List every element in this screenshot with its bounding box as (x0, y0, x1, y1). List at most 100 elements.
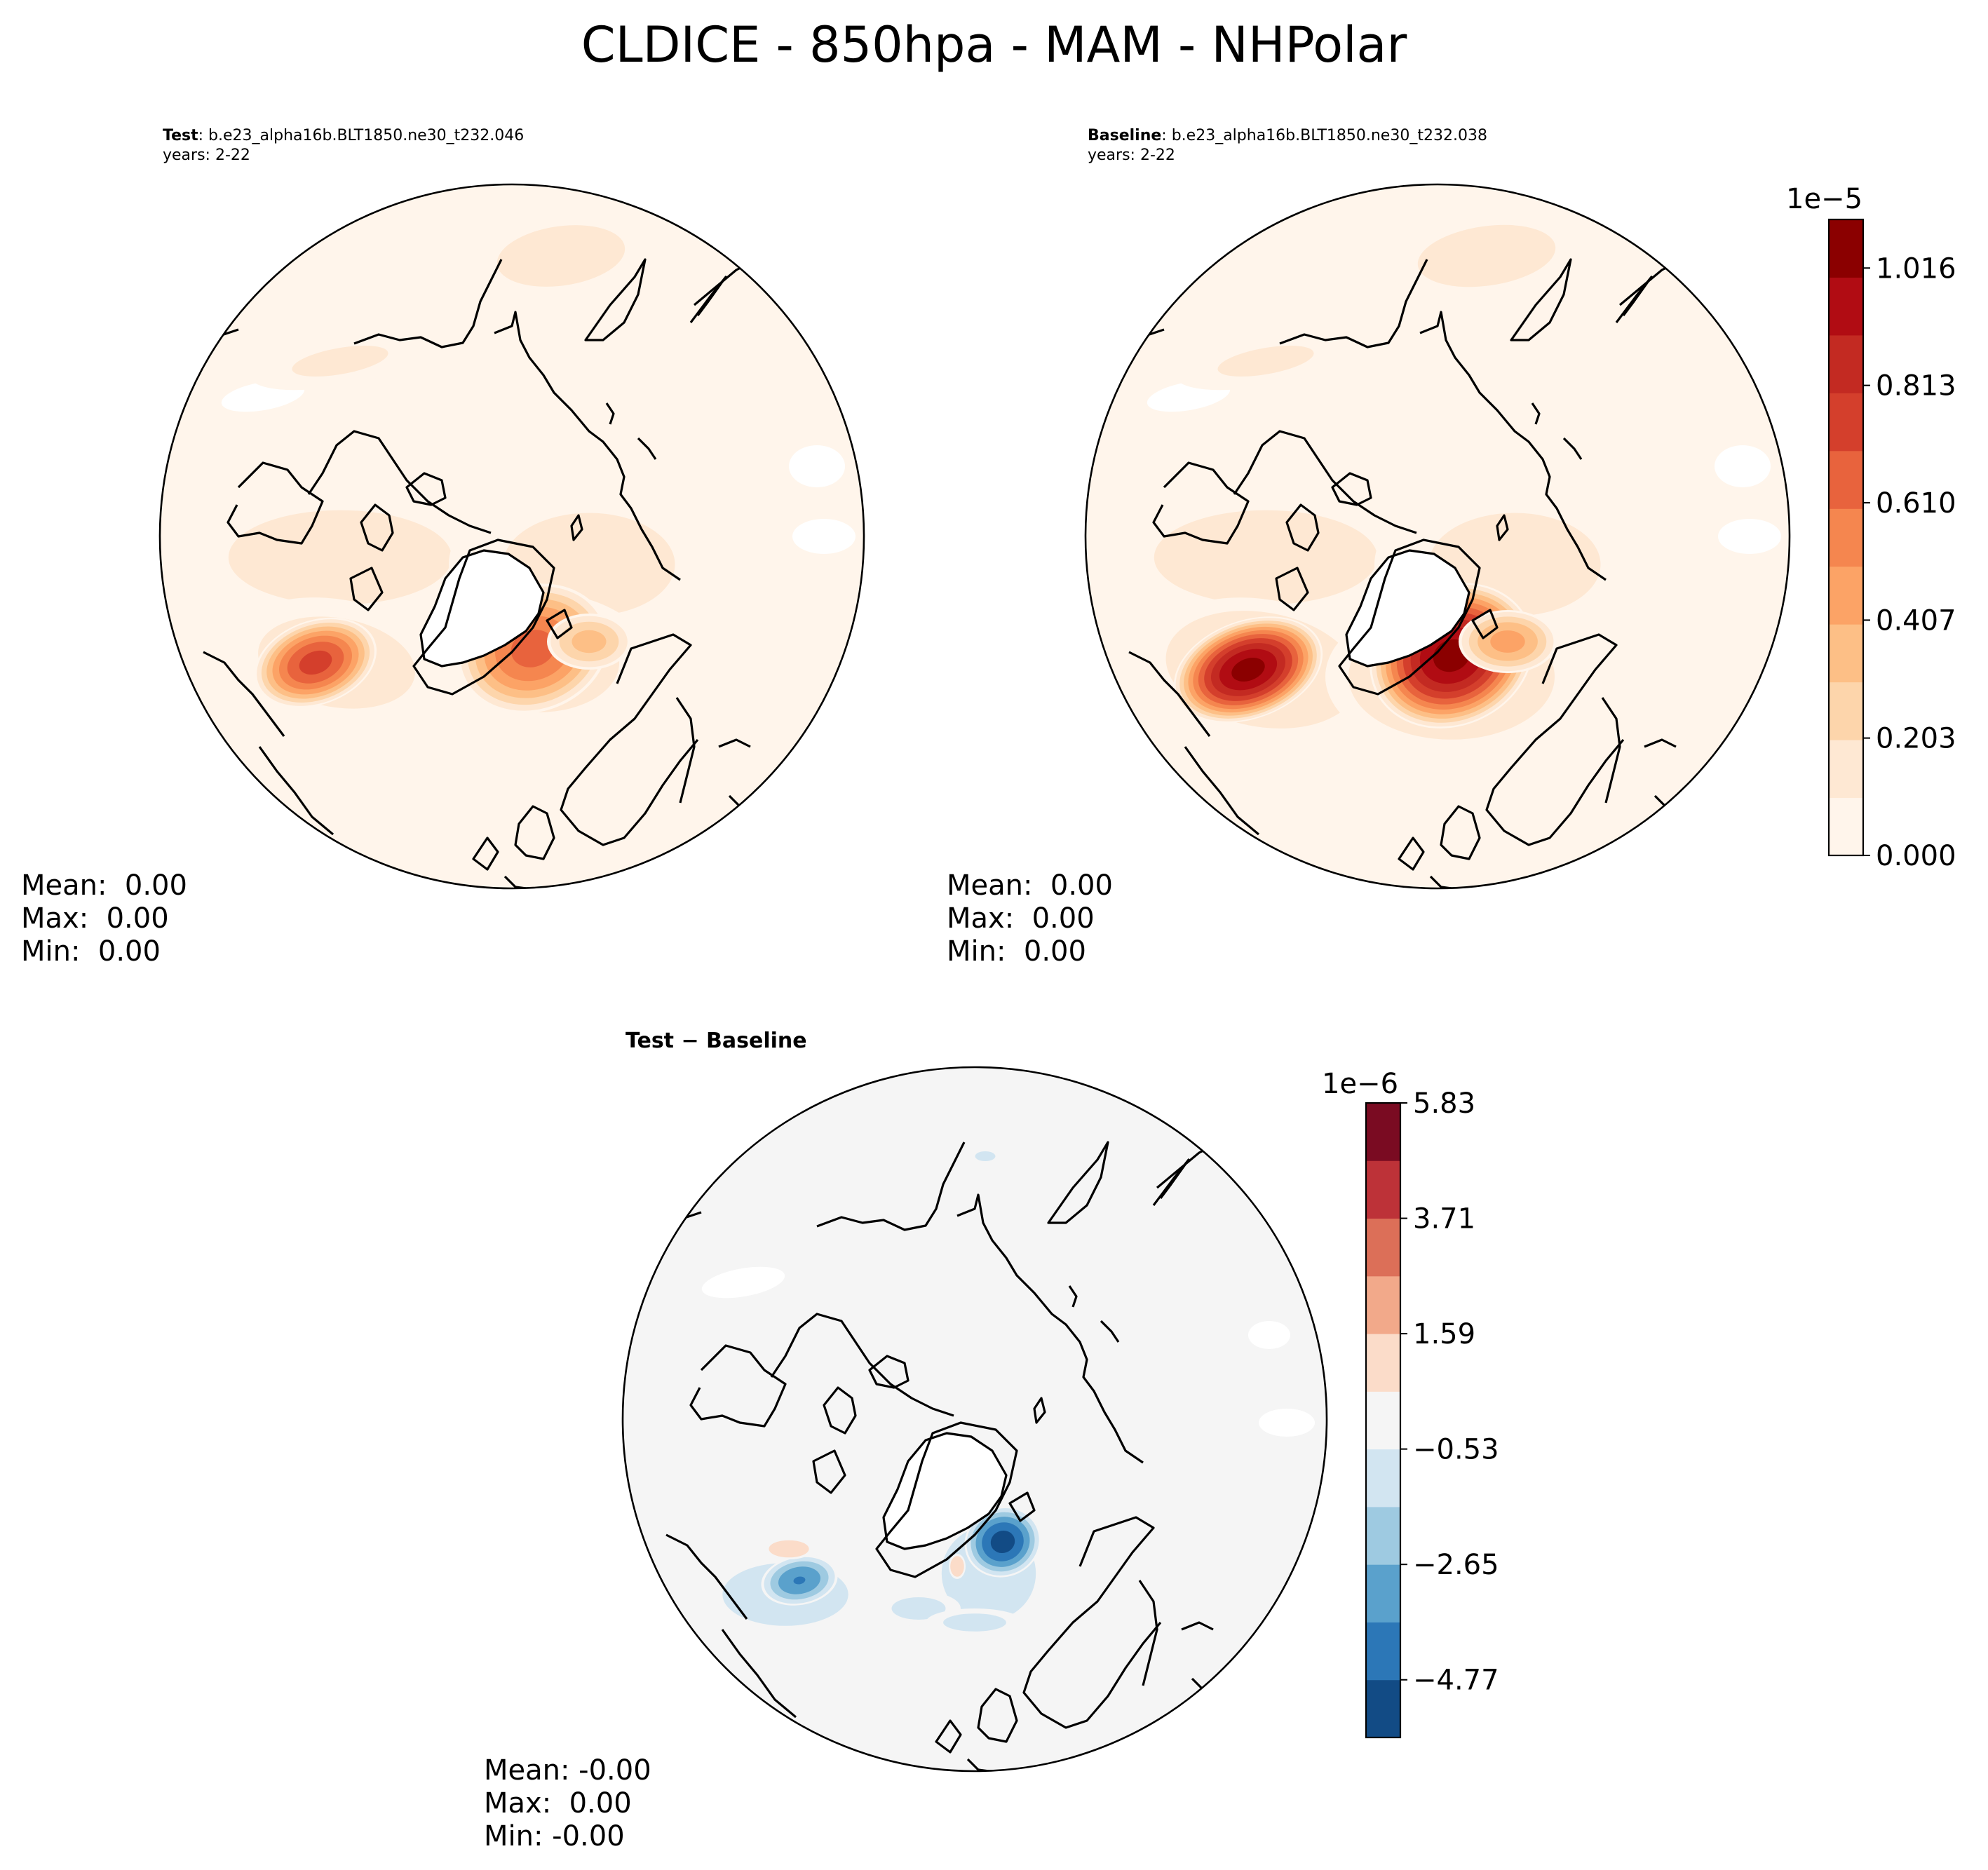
coastline (1138, 1580, 1158, 1686)
diff-contour-level (975, 1151, 996, 1161)
coastline (1233, 430, 1417, 534)
test-max: Max: 0.00 (21, 902, 169, 935)
abs-colorbar-color-segment (1829, 334, 1863, 393)
abs-colorbar-color-segment (1829, 740, 1863, 799)
diff-colorbar-tick-label: −4.77 (1413, 1665, 1499, 1697)
test-contour-level (292, 345, 388, 377)
test-map (160, 184, 864, 888)
baseline-panel-title: Baseline: b.e23_alpha16b.BLT1850.ne30_t2… (1088, 126, 1487, 165)
coastline (1601, 697, 1621, 804)
greenland-coastline (419, 549, 545, 668)
coastline (226, 461, 324, 545)
baseline-contour-level (1231, 658, 1265, 682)
coastline (875, 1421, 1018, 1578)
coastline (1008, 1491, 1036, 1522)
baseline-contour-level (1490, 630, 1525, 653)
coastline (1181, 1621, 1214, 1631)
greenland-coastline (1345, 549, 1470, 668)
coastline (675, 697, 696, 804)
coastline (1068, 1285, 1078, 1308)
coastline (349, 567, 384, 611)
diff-colorbar-tick-label: 1.59 (1413, 1318, 1475, 1350)
diff-colorbar-color-segment (1366, 1275, 1400, 1334)
baseline-min: Min: 0.00 (947, 935, 1086, 968)
diff-colorbar-color-segment (1366, 1391, 1400, 1450)
abs-colorbar-tick-label: 0.610 (1876, 487, 1956, 520)
test-min: Min: 0.00 (21, 935, 161, 968)
coastline (1398, 836, 1425, 871)
diff-max: Max: 0.00 (484, 1787, 632, 1820)
coastline (560, 633, 699, 846)
coastline (1128, 651, 1211, 737)
diff-colorbar-tick-label: −0.53 (1413, 1434, 1499, 1466)
abs-colorbar-tick-label: 0.407 (1876, 604, 1956, 637)
coastline (1184, 746, 1260, 836)
diff-boundary (621, 1066, 1328, 1773)
diff-blank-region (1259, 1409, 1315, 1437)
diff-colorbar-multiplier: 1e−6 (1322, 1068, 1399, 1100)
coastline (1531, 402, 1541, 425)
abs-colorbar-color-segment (1829, 566, 1863, 625)
coastline (665, 1533, 748, 1620)
diff-contour-level (950, 1556, 964, 1577)
abs-colorbar-tick-label: 0.000 (1876, 840, 1956, 872)
test-stats: Mean: 0.00 Max: 0.00 Min: 0.00 (21, 869, 187, 968)
abs-colorbar-multiplier: 1e−5 (1786, 183, 1863, 215)
coastline (812, 1449, 846, 1494)
coastline (203, 651, 285, 737)
test-greenland-mask (421, 550, 543, 666)
baseline-contour-level (1154, 510, 1378, 605)
coastline (718, 738, 751, 748)
coastline (1562, 437, 1583, 460)
baseline-mean: Mean: 0.00 (947, 869, 1113, 902)
diff-greenland-mask (884, 1433, 1006, 1549)
diff-blank-region (1248, 1321, 1290, 1349)
diff-colorbar-frame (1365, 1102, 1402, 1739)
diff-colorbar-tick-label: 3.71 (1413, 1203, 1475, 1235)
abs-colorbar-color-segment (1829, 277, 1863, 336)
coastline (472, 836, 499, 871)
abs-colorbar-color-segment (1829, 219, 1863, 278)
baseline-stats: Mean: 0.00 Max: 0.00 Min: 0.00 (947, 869, 1113, 968)
coastline (689, 1344, 787, 1428)
greenland-coastline (882, 1432, 1008, 1550)
diff-colorbar: 5.83 3.71 1.59 −0.53 −2.65 −4.77 (1365, 1088, 1499, 1739)
diff-contour-level (990, 1531, 1015, 1553)
coastline (494, 311, 681, 581)
coastline (1047, 1141, 1109, 1224)
baseline-max: Max: 0.00 (947, 902, 1095, 935)
coastline (816, 1141, 966, 1231)
coastline (1485, 633, 1625, 846)
baseline-greenland-mask (1346, 550, 1469, 666)
coastline (360, 503, 394, 552)
diff-stats: Mean: -0.00 Max: 0.00 Min: -0.00 (484, 1754, 651, 1853)
coastline (770, 1313, 954, 1417)
coastline (1275, 567, 1309, 611)
coastline (721, 1629, 797, 1719)
diff-min: Min: -0.00 (484, 1820, 625, 1852)
diff-colorbar-color-segment (1366, 1449, 1400, 1507)
coastline (1510, 258, 1572, 341)
diff-background-level (623, 1067, 1327, 1771)
abs-colorbar-color-segment (1829, 682, 1863, 740)
coastline (412, 538, 555, 696)
test-contour-level (228, 510, 452, 605)
coastline (405, 472, 447, 506)
coastline (605, 402, 615, 425)
diff-colorbar-color-segment (1366, 1506, 1400, 1565)
baseline-blank-region (1715, 445, 1771, 487)
coastline (1152, 1158, 1190, 1206)
abs-colorbar-tick-label: 0.813 (1876, 370, 1956, 402)
diff-colorbar-tick-label: 5.83 (1413, 1088, 1475, 1120)
coastline (584, 258, 647, 341)
test-panel-title: Test: b.e23_alpha16b.BLT1850.ne30_t232.0… (163, 126, 524, 165)
diff-contour-level (943, 1613, 1006, 1632)
abs-colorbar: 0.000 0.203 0.407 0.610 0.813 1.016 (1827, 218, 1956, 872)
abs-colorbar-color-segment (1829, 797, 1863, 856)
baseline-blank-region (1718, 519, 1781, 554)
coastline (1615, 276, 1653, 323)
diff-colorbar-color-segment (1366, 1679, 1400, 1738)
diff-colorbar-color-segment (1366, 1160, 1400, 1219)
diff-colorbar-tick-label: −2.65 (1413, 1549, 1499, 1581)
